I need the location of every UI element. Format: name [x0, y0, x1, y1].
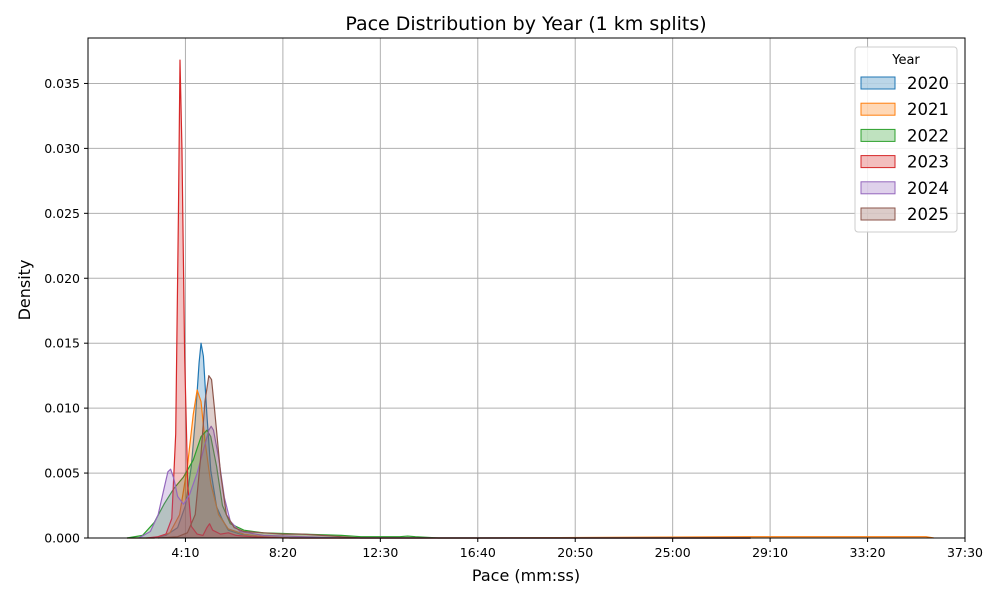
y-tick-label: 0.000: [44, 531, 80, 546]
y-tick-label: 0.030: [44, 141, 80, 156]
line-2023: [146, 59, 751, 539]
legend-box: [854, 46, 958, 233]
x-tick-label: 29:10: [752, 545, 788, 560]
y-tick-label: 0.005: [44, 466, 80, 481]
series-layer: [126, 59, 934, 539]
line-2024: [138, 425, 751, 539]
x-tick-label: 8:20: [269, 545, 297, 560]
area-2020: [126, 343, 751, 538]
legend-title: Year: [891, 53, 920, 68]
x-tick-label: 16:40: [460, 545, 496, 560]
legend-swatch: [860, 128, 896, 142]
x-tick-label: 20:50: [557, 545, 593, 560]
legend-item-2021: 2021: [860, 100, 949, 119]
legend-label: 2020: [907, 74, 949, 93]
y-tick-label: 0.015: [44, 336, 80, 351]
legend: Year 2020 2021 2022 2023 2024 2025: [854, 46, 958, 233]
legend-swatch: [860, 76, 896, 90]
y-tick-label: 0.010: [44, 401, 80, 416]
y-tick-label: 0.020: [44, 271, 80, 286]
area-2024: [138, 426, 751, 538]
legend-label: 2022: [907, 126, 949, 145]
line-2025: [158, 375, 751, 539]
legend-label: 2023: [907, 153, 949, 172]
y-axis-title: Density: [15, 260, 34, 321]
line-2021: [126, 389, 934, 539]
x-tick-label: 25:00: [655, 545, 691, 560]
series-2024: [138, 425, 751, 539]
area-2025: [158, 375, 751, 538]
legend-swatch: [860, 102, 896, 116]
legend-item-2025: 2025: [860, 205, 949, 224]
legend-item-2024: 2024: [860, 179, 949, 198]
line-2022: [126, 429, 751, 539]
series-2021: [126, 389, 934, 539]
series-2023: [146, 59, 751, 539]
legend-item-2020: 2020: [860, 74, 949, 93]
y-tick-label: 0.025: [44, 206, 80, 221]
legend-swatch: [860, 181, 896, 195]
legend-item-2022: 2022: [860, 126, 949, 145]
x-tick-label: 12:30: [362, 545, 398, 560]
legend-item-2023: 2023: [860, 153, 949, 172]
x-axis-title: Pace (mm:ss): [472, 566, 580, 585]
x-tick-label: 4:10: [171, 545, 199, 560]
y-tick-label: 0.035: [44, 76, 80, 91]
x-tick-label: 37:30: [947, 545, 983, 560]
plot-frame: [87, 37, 966, 539]
legend-swatch: [860, 155, 896, 169]
x-tick-label: 33:20: [850, 545, 886, 560]
chart-title: Pace Distribution by Year (1 km splits): [345, 13, 706, 35]
grid: [88, 38, 966, 539]
legend-label: 2025: [907, 205, 949, 224]
legend-swatch: [860, 207, 896, 221]
ticks: 4:10 8:20 12:30 16:40 20:50 25:00 29:10 33:20 37…: [44, 76, 983, 560]
legend-label: 2024: [907, 179, 949, 198]
legend-label: 2021: [907, 100, 949, 119]
series-2025: [158, 375, 751, 539]
area-2021: [126, 389, 934, 538]
